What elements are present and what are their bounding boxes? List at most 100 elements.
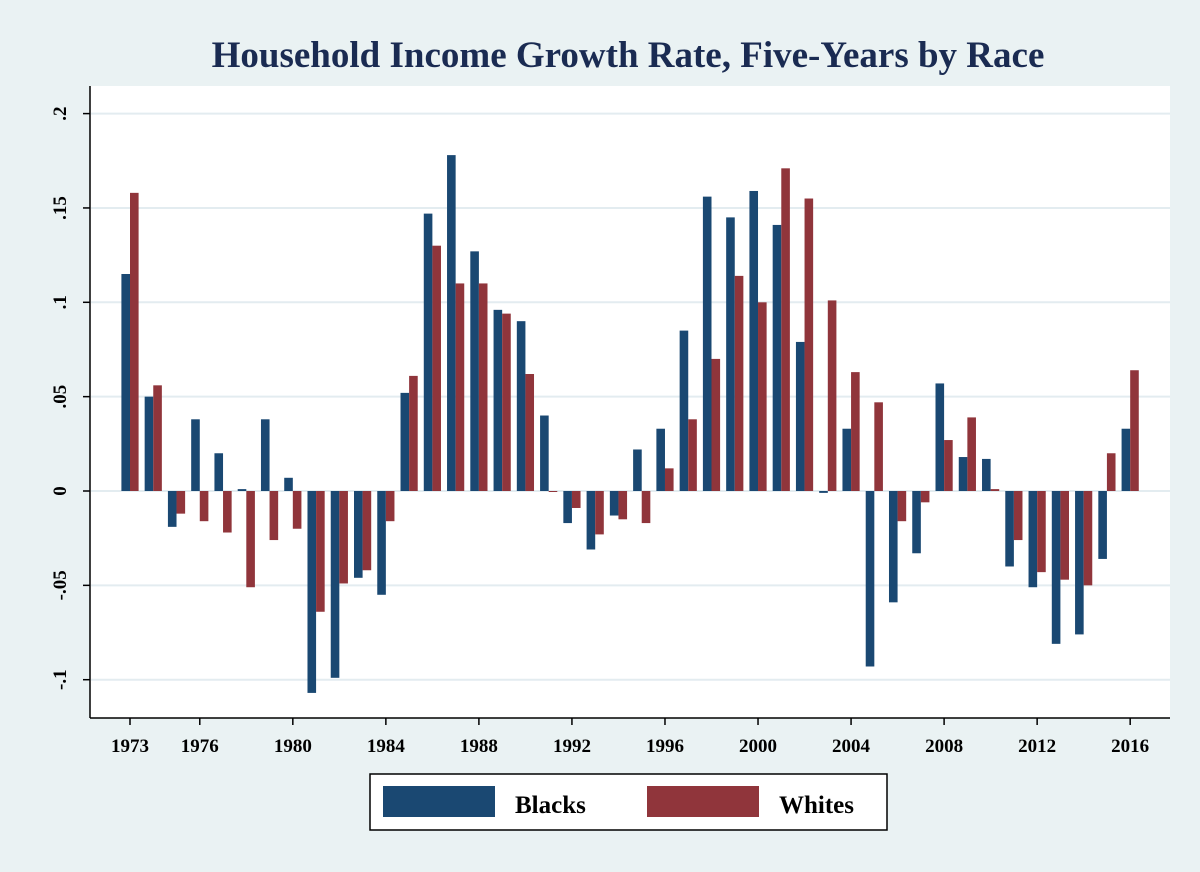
- bar-blacks-2009: [958, 457, 968, 491]
- bar-blacks-1984: [377, 491, 386, 595]
- bar-blacks-1994: [609, 491, 619, 516]
- legend-label-blacks: Blacks: [515, 792, 586, 819]
- bar-blacks-1976: [191, 419, 200, 491]
- bar-blacks-1986: [423, 213, 433, 491]
- bar-whites-2013: [1060, 491, 1069, 580]
- bar-blacks-1990: [516, 321, 526, 491]
- legend-swatch-whites: [647, 786, 759, 817]
- bar-blacks-1983: [354, 491, 363, 578]
- bar-whites-2001: [781, 168, 790, 491]
- bar-whites-1995: [641, 491, 651, 524]
- bar-blacks-2011: [1005, 491, 1014, 567]
- y-tick-label: .15: [50, 196, 71, 220]
- bar-whites-2005: [874, 402, 883, 491]
- bar-blacks-2014: [1075, 491, 1084, 635]
- x-tick-label: 1988: [460, 736, 498, 757]
- bar-blacks-2016: [1121, 428, 1131, 491]
- bar-whites-1992: [571, 491, 581, 508]
- bar-whites-1978: [246, 491, 255, 588]
- bar-blacks-1988: [470, 251, 479, 491]
- bar-whites-2008: [944, 440, 953, 491]
- bar-whites-2007: [920, 491, 930, 503]
- x-tick-label: 1992: [553, 736, 591, 757]
- bar-blacks-1981: [307, 491, 317, 693]
- bar-whites-2003: [827, 300, 837, 491]
- bar-whites-1988: [478, 283, 488, 491]
- bar-blacks-1978: [237, 489, 247, 491]
- bar-whites-1997: [688, 419, 697, 491]
- bar-blacks-2000: [749, 190, 759, 492]
- bar-blacks-1980: [284, 477, 293, 491]
- bar-blacks-1975: [167, 491, 177, 527]
- bar-whites-1982: [339, 491, 348, 584]
- bar-blacks-1997: [679, 330, 689, 491]
- bar-blacks-1995: [633, 449, 642, 491]
- bar-whites-1989: [502, 313, 511, 491]
- bar-whites-1994: [618, 491, 628, 520]
- bar-blacks-1992: [563, 491, 572, 524]
- x-tick-label: 1973: [111, 736, 149, 757]
- bar-blacks-1974: [144, 396, 154, 491]
- bar-whites-1985: [409, 375, 418, 491]
- bar-blacks-2001: [772, 224, 782, 492]
- bar-whites-2009: [967, 417, 976, 491]
- bar-blacks-1973: [121, 273, 130, 491]
- bar-blacks-2012: [1028, 491, 1038, 588]
- bar-blacks-2002: [795, 341, 805, 491]
- x-tick-label: 2000: [739, 736, 777, 757]
- legend-label-whites: Whites: [779, 792, 854, 819]
- legend: Blacks Whites: [369, 773, 888, 831]
- bar-whites-1979: [269, 491, 279, 541]
- bar-whites-2014: [1083, 491, 1093, 586]
- bar-blacks-1999: [726, 217, 735, 491]
- x-tick-label: 2012: [1018, 736, 1056, 757]
- bar-blacks-2003: [819, 491, 828, 493]
- bar-blacks-1987: [447, 155, 456, 491]
- bar-blacks-2013: [1051, 491, 1061, 644]
- y-tick-label: .1: [50, 295, 71, 309]
- bar-blacks-1993: [586, 491, 596, 550]
- legend-swatch-blacks: [383, 786, 495, 817]
- bar-whites-1976: [199, 491, 209, 522]
- bar-whites-1990: [525, 374, 535, 491]
- bar-whites-1974: [153, 385, 162, 491]
- bar-blacks-1982: [330, 491, 340, 678]
- x-tick-label: 2016: [1111, 736, 1149, 757]
- bar-whites-2015: [1106, 453, 1116, 491]
- bar-blacks-1989: [493, 309, 503, 491]
- bar-whites-1981: [316, 491, 325, 612]
- bar-whites-2012: [1037, 491, 1046, 573]
- bar-whites-2006: [897, 491, 907, 522]
- bar-whites-1987: [455, 283, 465, 491]
- bar-whites-1991: [548, 491, 558, 492]
- bar-whites-1993: [595, 491, 604, 535]
- x-tick-label: 1976: [181, 736, 219, 757]
- bar-blacks-2015: [1098, 491, 1107, 559]
- bar-blacks-2010: [982, 458, 991, 491]
- bar-whites-1999: [734, 275, 744, 491]
- chart-title: Household Income Growth Rate, Five-Years…: [212, 35, 1045, 76]
- x-tick-label: 1984: [367, 736, 406, 757]
- x-tick-label: 1996: [646, 736, 684, 757]
- bar-blacks-1996: [656, 428, 665, 491]
- y-tick-label: -.1: [50, 669, 71, 690]
- x-tick-label: 1980: [274, 736, 312, 757]
- bar-whites-2016: [1130, 370, 1139, 491]
- bar-blacks-1977: [214, 453, 224, 491]
- bar-whites-2010: [990, 489, 1000, 491]
- x-tick-label: 2008: [925, 736, 963, 757]
- bar-whites-1984: [385, 491, 395, 522]
- bar-blacks-1998: [702, 196, 712, 492]
- plot-area: [90, 86, 1170, 718]
- bar-whites-1998: [711, 358, 721, 491]
- bar-blacks-1985: [400, 392, 410, 491]
- bar-blacks-1991: [540, 415, 549, 491]
- bar-whites-1980: [292, 491, 302, 529]
- x-tick-label: 2004: [832, 736, 871, 757]
- bar-blacks-1979: [260, 419, 270, 491]
- bar-blacks-2004: [842, 428, 852, 491]
- bar-whites-2000: [758, 302, 767, 491]
- bar-blacks-2005: [865, 491, 875, 667]
- y-tick-label: .05: [50, 385, 71, 409]
